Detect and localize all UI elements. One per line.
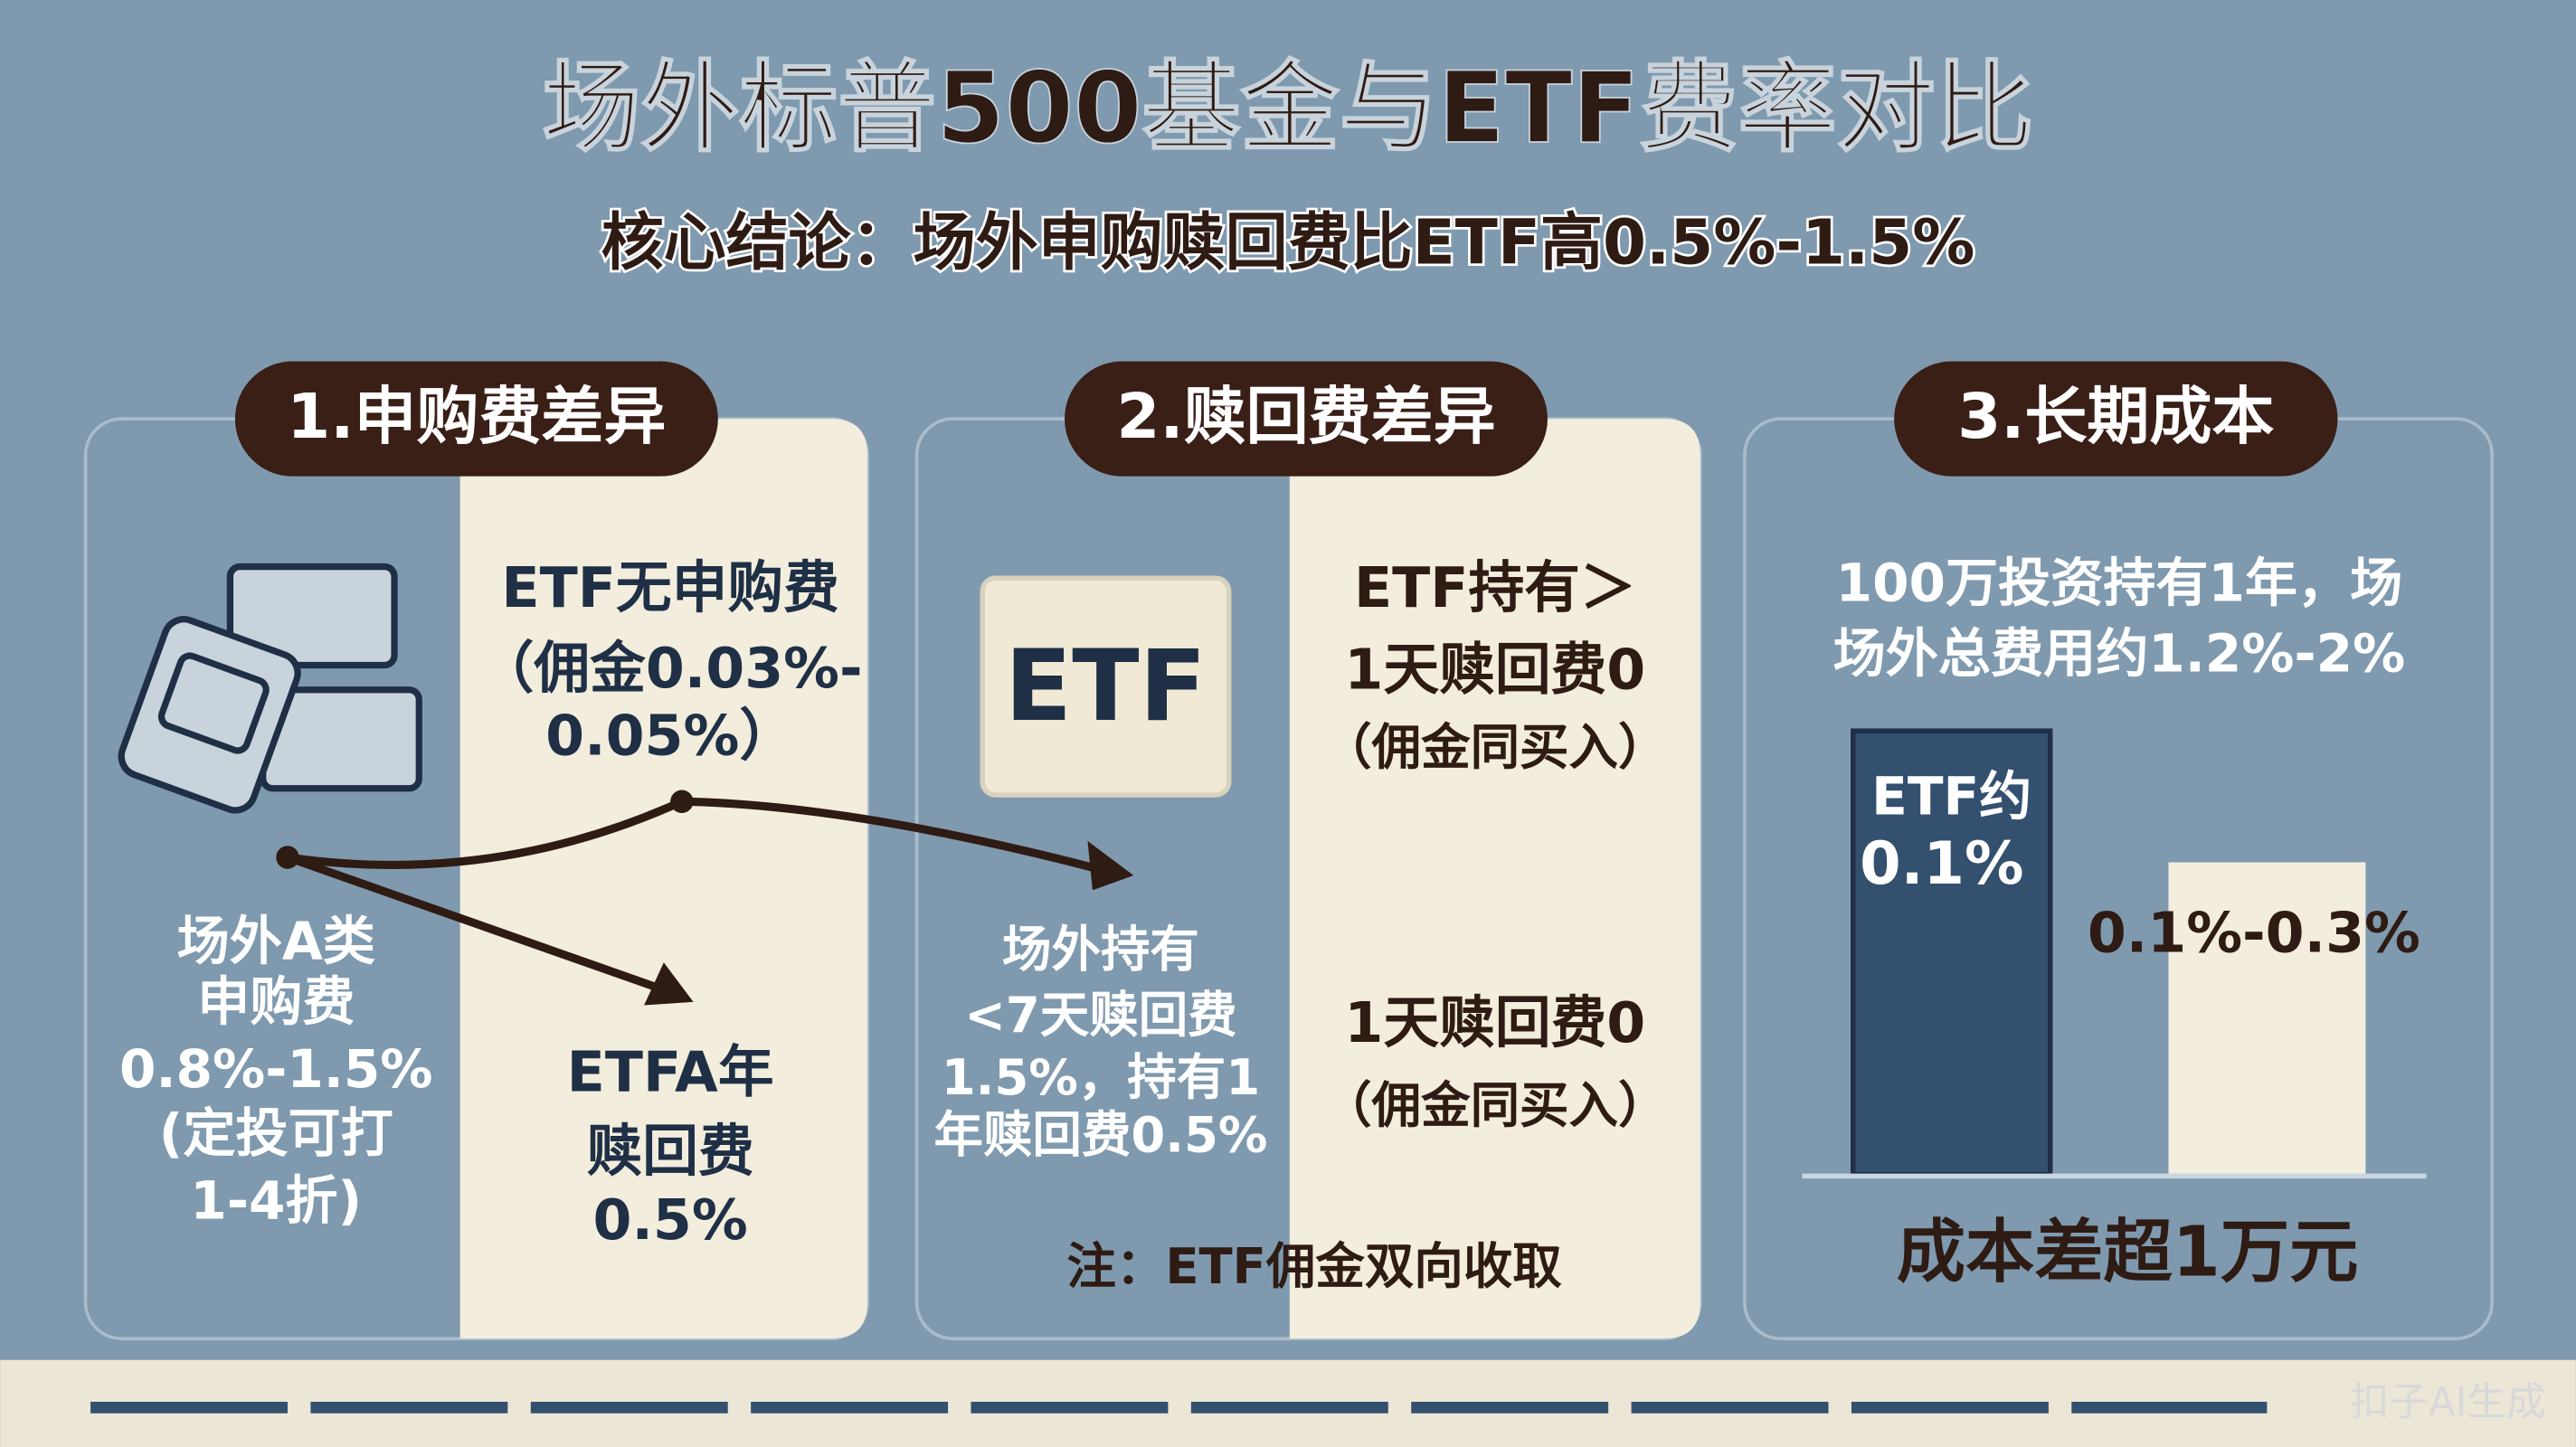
offsite-fee: 1-4折) (190, 1169, 362, 1231)
panel-header-pill (1065, 361, 1548, 477)
etf-hold: 1天赎回费0 (1344, 638, 1645, 703)
etf-hold: ETF持有＞ (1354, 555, 1636, 620)
intro: 场外总费用约1.2%-2% (1833, 623, 2406, 685)
title: 场外标普500基金与ETF费率对比 (542, 51, 2033, 166)
panel-header: 2.赎回费差异 (1116, 381, 1495, 453)
offsite-fee: 0.8%-1.5% (119, 1038, 432, 1100)
panel-half (1289, 419, 1700, 1339)
panel-header-pill (234, 361, 718, 477)
etf-fee: 0.05%） (545, 703, 795, 768)
offsite-fee: 申购费 (197, 971, 355, 1033)
subtitle: 核心结论：场外申购赎回费比ETF高0.5%-1.5% (601, 206, 1975, 279)
panel-header-pill (1894, 361, 2338, 477)
offsite-hold: 年赎回费0.5% (933, 1106, 1267, 1164)
panel-header: 1.申购费差异 (287, 381, 666, 453)
etf-redeem: ETFA年 (567, 1040, 774, 1105)
etf-hold: （佣金同买入） (1322, 1076, 1667, 1134)
conclusion: 成本差超1万元 (1897, 1211, 2359, 1291)
offsite-hold: <7天赎回费 (964, 986, 1236, 1044)
arrow-head (1087, 840, 1134, 891)
intro: 100万投资持有1年，场 (1836, 552, 2403, 613)
coins-icon (118, 563, 422, 814)
bar-label: 0.1% (1860, 829, 2023, 898)
etf-fee: ETF无申购费 (501, 555, 838, 620)
etf-redeem: 0.5% (593, 1187, 748, 1253)
offsite-hold: 1.5%，持有1 (942, 1048, 1260, 1106)
etf-hold: （佣金同买入） (1322, 718, 1667, 776)
note: 注：ETF佣金双向收取 (1066, 1237, 1562, 1295)
watermark: 扣子AI生成 (2350, 1380, 2546, 1425)
cost-bar (2168, 862, 2366, 1175)
arrow-dot (670, 790, 694, 813)
etf-logo: ETF (1005, 629, 1207, 743)
offsite-fee: 场外A类 (177, 910, 375, 971)
bar-label: 0.1%-0.3% (2088, 900, 2420, 965)
etf-redeem: 赎回费 (587, 1119, 754, 1184)
etf-hold: 1天赎回费0 (1344, 990, 1645, 1055)
etf-logo-box (980, 575, 1232, 798)
panel-header: 3.长期成本 (1957, 381, 2274, 453)
offsite-hold: 场外持有 (1002, 920, 1199, 978)
offsite-fee: (定投可打 (159, 1102, 393, 1164)
arrow-dot (276, 846, 299, 869)
etf-fee: （佣金0.03%- (478, 636, 863, 701)
arrow-head (644, 962, 694, 1006)
bar-label: ETF约 (1871, 766, 2031, 828)
panel-half (459, 419, 868, 1339)
